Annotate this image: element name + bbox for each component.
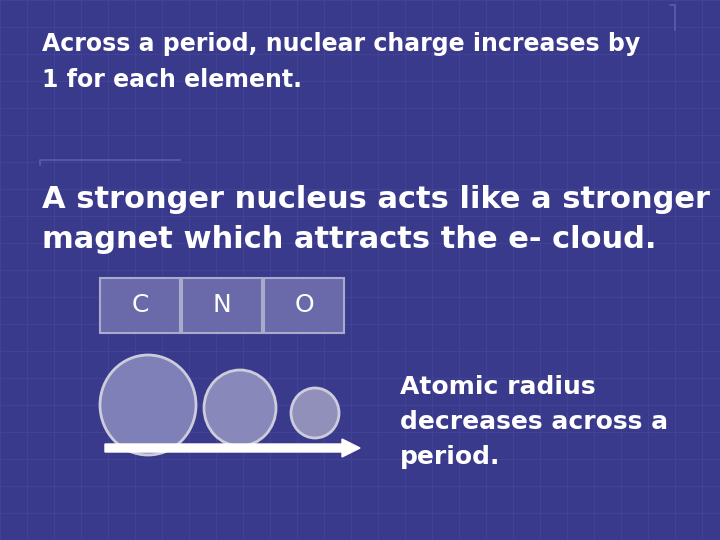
Text: magnet which attracts the e- cloud.: magnet which attracts the e- cloud. xyxy=(42,225,657,254)
Bar xyxy=(264,278,344,333)
Text: Atomic radius: Atomic radius xyxy=(400,375,595,399)
Text: period.: period. xyxy=(400,445,500,469)
Text: C: C xyxy=(131,294,149,318)
Ellipse shape xyxy=(291,388,339,438)
Ellipse shape xyxy=(100,355,196,455)
Text: N: N xyxy=(212,294,231,318)
FancyArrow shape xyxy=(105,439,360,457)
Text: O: O xyxy=(294,294,314,318)
Text: decreases across a: decreases across a xyxy=(400,410,668,434)
Ellipse shape xyxy=(204,370,276,446)
Text: A stronger nucleus acts like a stronger: A stronger nucleus acts like a stronger xyxy=(42,185,710,214)
Bar xyxy=(182,278,262,333)
Text: 1 for each element.: 1 for each element. xyxy=(42,68,302,92)
Bar xyxy=(100,278,180,333)
Text: Across a period, nuclear charge increases by: Across a period, nuclear charge increase… xyxy=(42,32,640,56)
